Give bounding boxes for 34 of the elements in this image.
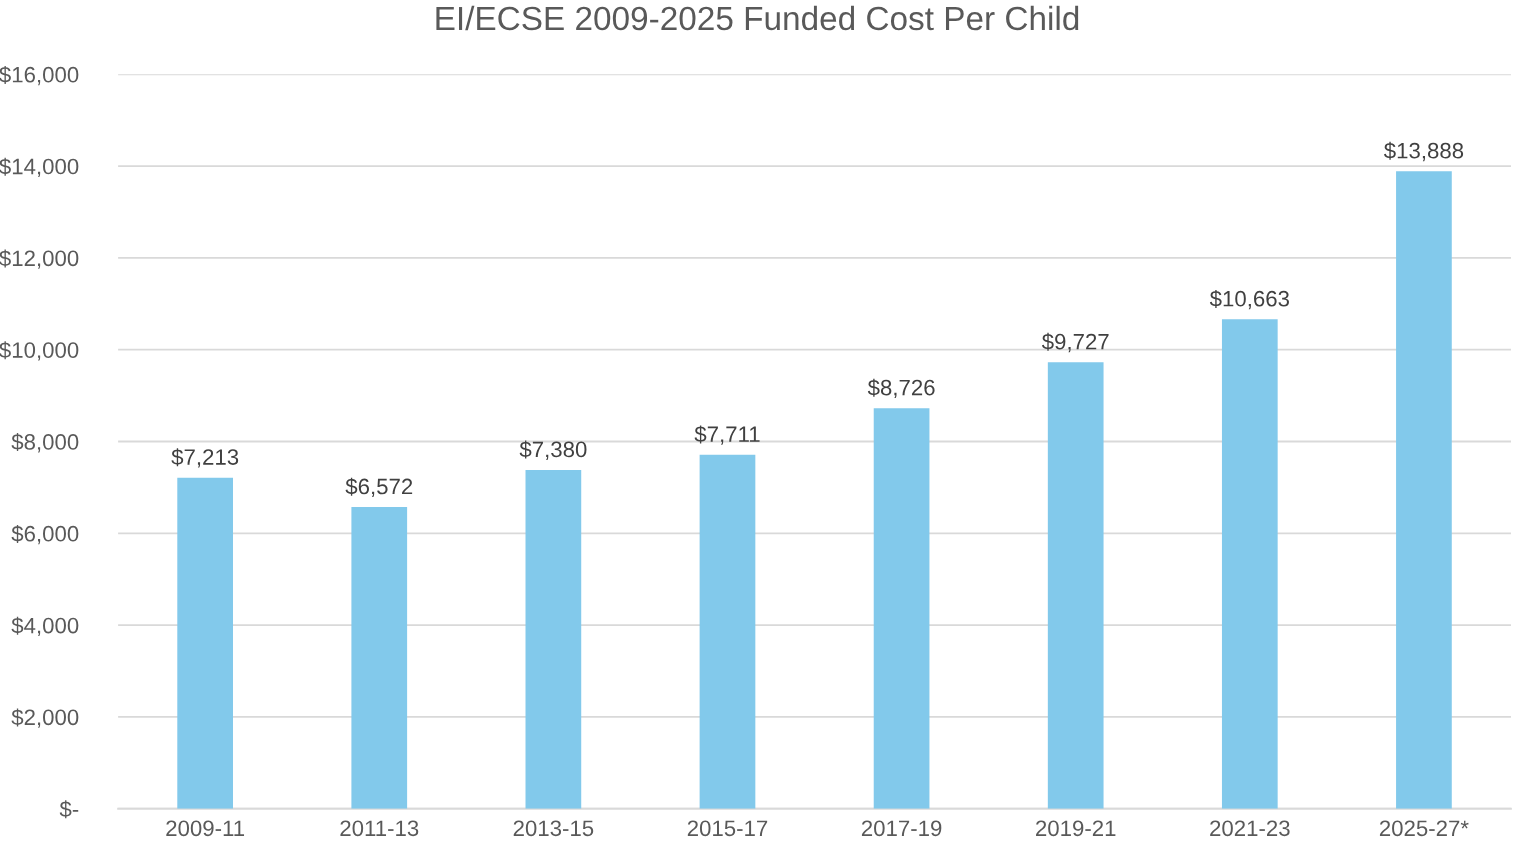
data-label: $9,727 [1041,332,1109,353]
data-label: $6,572 [345,477,413,497]
y-tick-label: $- [59,800,79,819]
x-tick-label: 2013-15 [513,820,594,837]
bar [1396,171,1452,809]
data-label: $10,663 [1209,289,1289,310]
bar [525,469,582,809]
chart-title: EI/ECSE 2009-2025 Funded Cost Per Child [436,5,1079,31]
data-label: $7,213 [171,448,239,468]
data-label: $7,711 [694,425,760,445]
y-tick-label: $6,000 [11,524,79,545]
data-label: $8,726 [867,378,935,399]
data-label: $7,380 [519,440,587,460]
y-tick-label: $2,000 [11,708,79,728]
bar [351,507,408,809]
x-tick-label: 2025-27* [1379,820,1469,837]
x-tick-label: 2015-17 [687,820,768,837]
x-tick-label: 2021-23 [1210,820,1290,837]
bar [177,477,233,809]
y-tick-label: $16,000 [0,65,79,86]
y-tick-label: $12,000 [0,249,79,269]
bar [1221,319,1278,809]
y-tick-label: $8,000 [11,433,79,453]
data-label: $13,888 [1384,141,1464,162]
x-tick-label: 2017-19 [861,820,942,837]
bar [699,454,756,809]
x-tick-label: 2009-11 [166,820,245,837]
y-tick-label: $4,000 [11,616,79,637]
x-tick-label: 2011-13 [340,820,419,837]
x-tick-label: 2019-21 [1036,820,1116,837]
y-tick-label: $10,000 [0,341,79,361]
bar [873,408,930,809]
bar [1047,362,1104,809]
y-tick-label: $14,000 [0,157,79,177]
